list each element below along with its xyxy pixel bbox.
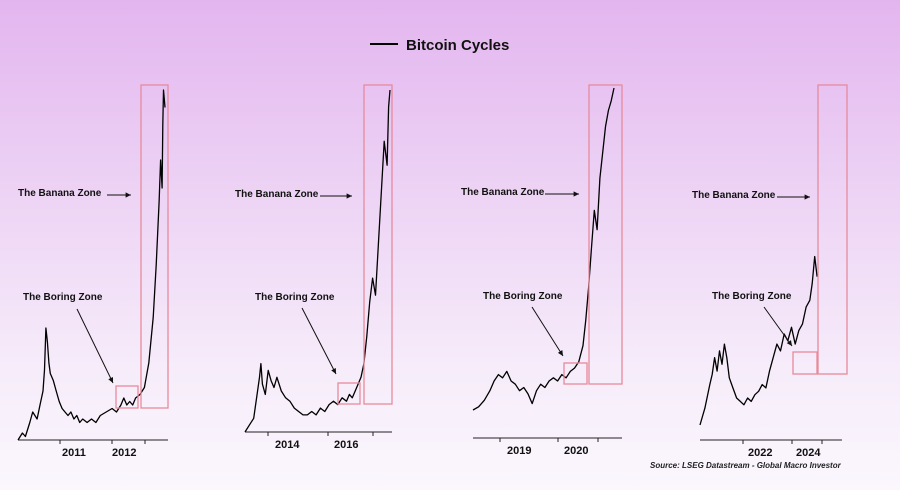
panel-4-tick-label-2: 2024 [796, 447, 821, 459]
panel-3-tick-label-1: 2019 [507, 445, 531, 457]
panel-2-boring-arrow [301, 307, 337, 375]
panel-3-banana-zone-label: The Banana Zone [461, 187, 545, 198]
panel-4-boring-arrow [763, 306, 793, 347]
panel-3-boring-arrow-head [557, 350, 563, 356]
panel-1-tick-label-1: 2011 [62, 447, 86, 459]
panel-3-boring-arrow [531, 306, 564, 357]
panel-2-boring-zone-box [337, 382, 361, 405]
panel-3-tick-label-2: 2020 [564, 445, 588, 457]
panel-2-price-line [244, 89, 391, 433]
panel-4-banana-arrow-head [804, 194, 810, 200]
panel-1-banana-zone-box [140, 84, 169, 409]
panel-1-boring-arrow [76, 308, 114, 384]
panel-3-boring-zone-label: The Boring Zone [483, 291, 563, 302]
source-note: Source: LSEG Datastream - Global Macro I… [650, 461, 842, 470]
panel-1-banana-zone-label: The Banana Zone [18, 188, 102, 199]
panel-3-banana-zone-box [588, 84, 623, 385]
panel-2-boring-zone-label: The Boring Zone [255, 292, 335, 303]
panel-2-banana-arrow-head [346, 193, 352, 199]
chart-title: Bitcoin Cycles [406, 37, 509, 54]
panel-1-boring-zone-label: The Boring Zone [23, 292, 103, 303]
panel-2-banana-zone-label: The Banana Zone [235, 189, 319, 200]
panel-2-boring-arrow-head [331, 368, 336, 374]
panel-4-boring-zone-box [792, 351, 818, 375]
panel-3-price-line [472, 87, 615, 411]
panel-1-tick-label-2: 2012 [112, 447, 136, 459]
panel-1-boring-arrow-head [108, 377, 113, 383]
panel-1-banana-arrow-head [125, 192, 131, 198]
panel-3-banana-arrow-head [573, 191, 579, 197]
panel-4-tick-label-1: 2022 [748, 447, 772, 459]
panel-1-boring-zone-box [115, 385, 139, 409]
panel-1-price-line [17, 89, 166, 441]
panel-4-price-line [699, 255, 818, 426]
panel-4-banana-zone-label: The Banana Zone [692, 190, 776, 201]
panel-2-banana-zone-box [363, 84, 393, 405]
panel-4-boring-zone-label: The Boring Zone [712, 291, 792, 302]
panel-2-tick-label-2: 2016 [334, 439, 358, 451]
panel-2-tick-label-1: 2014 [275, 439, 300, 451]
panel-4-banana-zone-box [817, 84, 848, 375]
panel-4-boring-arrow-head [786, 340, 792, 346]
panel-3-boring-zone-box [563, 362, 588, 385]
